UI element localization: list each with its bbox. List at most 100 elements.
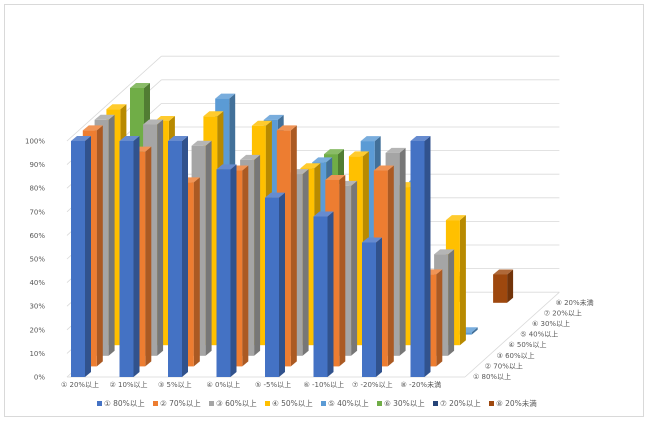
bar-side xyxy=(254,154,261,356)
chart-canvas: 0% 10% 20% 30% 40% 50% 60% 70% 80% 90% 100% ① 20%以上… xyxy=(25,55,594,408)
x-tick-label: ⑦ -20%以上 xyxy=(352,380,393,389)
depth-tick-label: ⑧ 20%未満 xyxy=(556,298,594,307)
legend-item: ⑤ 40%以上 xyxy=(328,399,369,408)
bar-side xyxy=(205,140,212,356)
bar-top xyxy=(276,125,297,131)
depth-tick-label: ① 80%以上 xyxy=(473,372,511,381)
bar-side xyxy=(351,180,358,356)
y-tick-label: 0% xyxy=(34,374,45,382)
bar-top xyxy=(373,165,394,171)
legend-swatch xyxy=(321,401,326,406)
bar-top xyxy=(324,149,344,155)
bar-side xyxy=(376,237,382,377)
bar-side xyxy=(145,146,152,367)
x-tick-label: ② 10%以上 xyxy=(110,380,148,389)
bar-side xyxy=(471,327,478,335)
y-tick-label: 100% xyxy=(25,138,45,146)
bar-top xyxy=(265,192,285,198)
y-tick-label: 90% xyxy=(29,161,45,169)
legend-item: ⑥ 30%以上 xyxy=(384,399,425,408)
x-tick-label: ① 20%以上 xyxy=(61,380,99,389)
bar-top xyxy=(203,111,224,117)
legend-swatch xyxy=(97,401,102,406)
legend-item: ⑧ 20%未満 xyxy=(496,398,537,408)
bar xyxy=(168,141,182,377)
bar-side xyxy=(507,269,514,303)
bar-top xyxy=(106,104,127,110)
bar-side xyxy=(459,215,466,346)
y-tick-label: 30% xyxy=(29,303,45,311)
legend-item: ③ 60%以上 xyxy=(216,399,257,408)
bar-top xyxy=(325,174,346,180)
bar-top xyxy=(130,83,150,88)
x-tick-label: ③ 5%以上 xyxy=(158,380,192,389)
x-tick-label: ⑤ -5%以上 xyxy=(255,380,291,389)
bar-side xyxy=(108,114,115,356)
bar-side xyxy=(327,211,334,377)
bar-side xyxy=(182,136,188,377)
floor-right-edge xyxy=(464,291,560,378)
x-tick-label: ⑧ -20%未満 xyxy=(401,380,442,389)
bar-top xyxy=(82,125,103,131)
bar-top xyxy=(251,120,272,126)
bar-top xyxy=(300,163,321,169)
y-tick-label: 70% xyxy=(29,208,45,216)
chart-frame: 0% 10% 20% 30% 40% 50% 60% 70% 80% 90% 100% ① 20%以上… xyxy=(4,4,644,417)
y-tick-label: 80% xyxy=(29,185,45,193)
legend-item: ② 70%以上 xyxy=(160,399,201,408)
bar-top xyxy=(445,215,466,221)
bar-top xyxy=(312,157,333,163)
bar-top xyxy=(410,136,431,141)
bar-top xyxy=(313,211,334,217)
gridline-side xyxy=(66,55,162,142)
legend-swatch xyxy=(377,401,382,406)
legend-swatch xyxy=(489,401,494,406)
y-tick-label: 60% xyxy=(29,232,45,240)
bar-top xyxy=(215,93,236,99)
legend-swatch xyxy=(433,401,438,406)
bar-top xyxy=(71,136,91,141)
bar-top xyxy=(168,136,188,141)
bar-side xyxy=(339,174,346,367)
legend-item: ① 80%以上 xyxy=(104,399,145,408)
bar-side xyxy=(448,249,455,356)
bar-top xyxy=(191,140,212,146)
depth-tick-label: ⑤ 40%以上 xyxy=(520,330,558,339)
y-tick-label: 10% xyxy=(29,350,45,358)
bar-top xyxy=(348,151,369,157)
bar-side xyxy=(230,164,237,377)
bar xyxy=(362,242,376,377)
bar-top xyxy=(94,114,115,120)
bar-side xyxy=(279,192,285,377)
bar-side xyxy=(157,119,164,356)
depth-tick-label: ⑦ 20%以上 xyxy=(544,308,582,317)
legend-swatch xyxy=(209,401,214,406)
depth-tick-label: ② 70%以上 xyxy=(485,361,523,370)
bar-top xyxy=(216,164,237,170)
bar-side xyxy=(387,165,394,367)
y-tick-label: 40% xyxy=(29,279,45,287)
bar-side xyxy=(399,147,406,356)
depth-tick-label: ④ 50%以上 xyxy=(508,340,546,349)
bar-top xyxy=(119,136,140,141)
bar-side xyxy=(242,165,249,367)
bar-side xyxy=(424,136,431,377)
bar xyxy=(265,197,279,377)
bar-side xyxy=(96,125,103,367)
bar xyxy=(313,216,328,377)
bar-top xyxy=(263,114,284,120)
bar xyxy=(216,169,231,377)
legend-swatch xyxy=(265,401,270,406)
bar-top xyxy=(240,154,261,160)
bar xyxy=(493,274,508,303)
depth-tick-label: ③ 60%以上 xyxy=(497,351,535,360)
x-tick-label: ④ 0%以上 xyxy=(207,380,241,389)
x-tick-label: ⑥ -10%以上 xyxy=(304,380,345,389)
bar-top xyxy=(143,119,164,125)
bar-side xyxy=(85,136,91,377)
bar xyxy=(410,141,425,377)
depth-tick-label: ⑥ 30%以上 xyxy=(532,319,570,328)
bar-side xyxy=(290,125,297,367)
bar-top xyxy=(434,249,455,255)
bar-top xyxy=(360,136,381,142)
